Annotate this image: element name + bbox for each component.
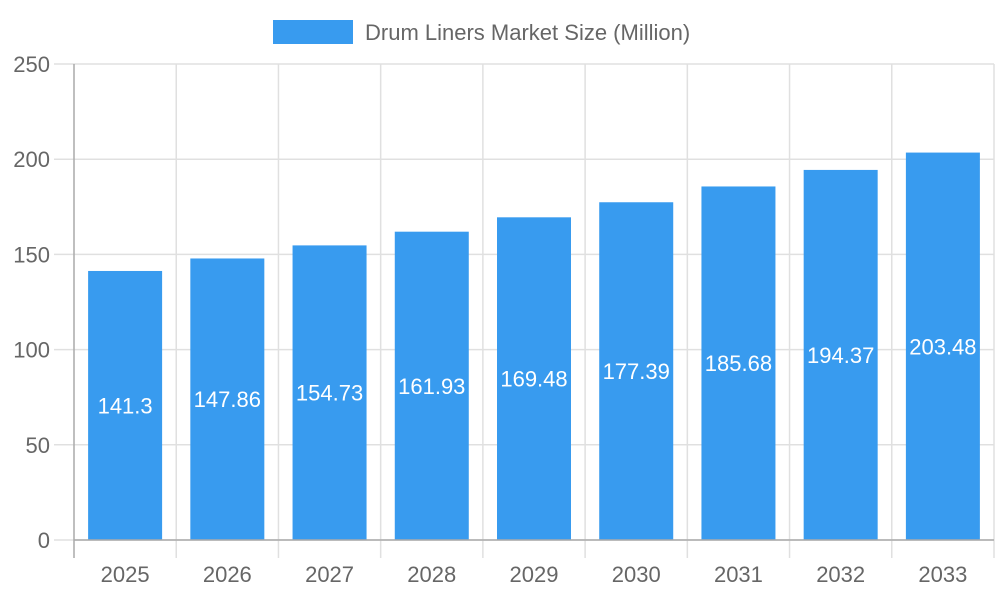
y-tick-label: 0 [38, 528, 50, 553]
bar-2026 [190, 258, 265, 540]
legend[interactable]: Drum Liners Market Size (Million) [273, 20, 690, 45]
data-label: 194.37 [807, 343, 874, 368]
data-label: 161.93 [398, 374, 465, 399]
bar-2031 [701, 186, 776, 541]
y-tick-label: 200 [13, 147, 50, 172]
data-label: 154.73 [296, 381, 363, 406]
bar-2029 [497, 217, 571, 541]
bar-2025 [88, 270, 163, 540]
y-tick-label: 150 [13, 242, 50, 267]
data-labels: 141.3 147.86 154.73 161.93 169.48 177.39 185.6… [98, 334, 977, 418]
x-tick-label: 2027 [305, 562, 354, 587]
legend-swatch [273, 20, 353, 44]
data-label: 185.68 [705, 351, 772, 376]
grid [54, 63, 995, 558]
y-tick-label: 250 [13, 52, 50, 77]
data-label: 169.48 [500, 367, 567, 392]
data-label: 147.86 [194, 387, 261, 412]
x-tick-label: 2031 [714, 562, 763, 587]
bar-2032 [803, 169, 878, 540]
y-tick-label: 50 [26, 433, 50, 458]
bar-2030 [599, 202, 674, 540]
x-tick-label: 2030 [612, 562, 661, 587]
x-tick-label: 2033 [918, 562, 967, 587]
x-tick-label: 2029 [510, 562, 559, 587]
bar-2033 [905, 152, 980, 540]
x-tick-label: 2028 [407, 562, 456, 587]
x-tick-label: 2026 [203, 562, 252, 587]
legend-label: Drum Liners Market Size (Million) [365, 20, 690, 45]
x-tick-label: 2032 [816, 562, 865, 587]
data-label: 177.39 [603, 359, 670, 384]
axes: 0 50 100 150 200 250 2025 2026 2027 2028 2029 2030 2… [13, 52, 994, 587]
data-label: 141.3 [98, 393, 153, 418]
y-tick-label: 100 [13, 338, 50, 363]
data-label: 203.48 [909, 334, 976, 359]
bar-2027 [292, 245, 367, 540]
x-tick-label: 2025 [101, 562, 150, 587]
bars [88, 152, 980, 541]
bar-2028 [394, 231, 469, 540]
